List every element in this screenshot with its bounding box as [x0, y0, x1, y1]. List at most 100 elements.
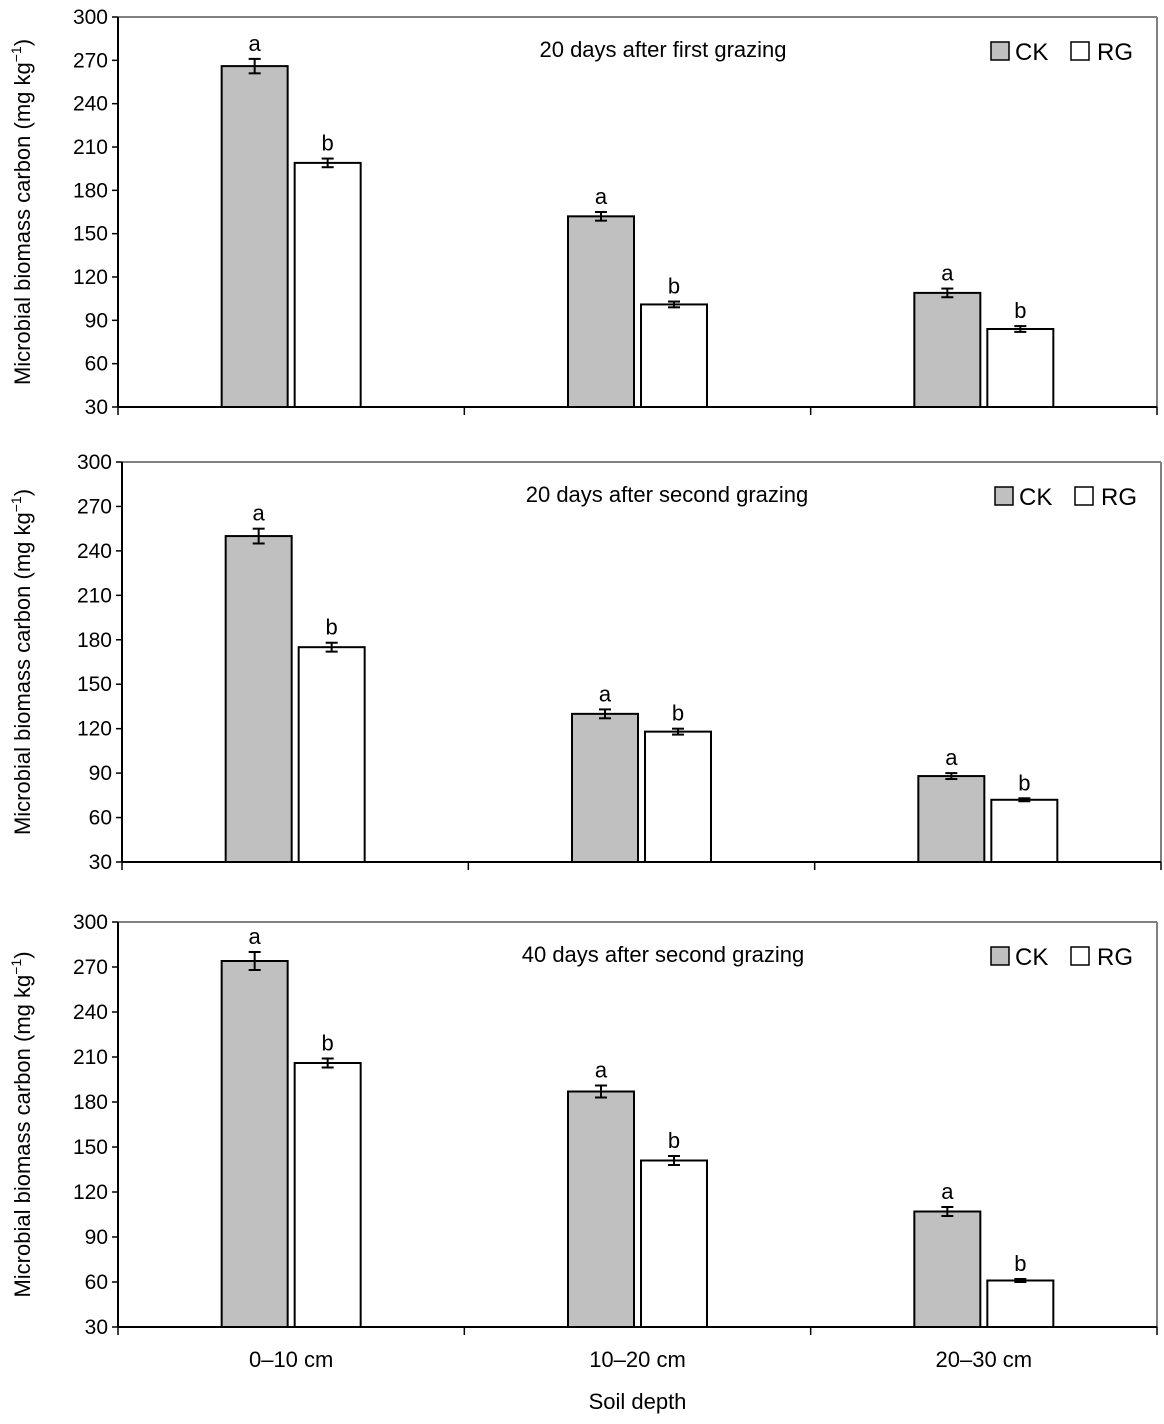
- y-tick-label: 270: [73, 956, 108, 979]
- bar-rg: [990, 798, 1059, 863]
- chart-panel-2: 30 60 90 120 150 180 210 240 270 300 a b a b a b 20 days…: [8, 451, 1162, 874]
- y-tick-label: 60: [85, 1271, 108, 1294]
- y-tick-label: 270: [77, 495, 112, 518]
- y-axis-title-superscript: −1: [8, 496, 24, 512]
- x-category-label: 0–10 cm: [249, 1347, 333, 1372]
- y-tick-label: 240: [73, 93, 108, 116]
- y-tick-label: 300: [73, 6, 108, 29]
- bar-ck: [220, 65, 289, 408]
- significance-label: a: [941, 1179, 954, 1204]
- significance-label: a: [253, 501, 266, 526]
- panel-title: 20 days after second grazing: [526, 482, 809, 507]
- x-axis-title: Soil depth: [589, 1389, 687, 1414]
- y-tick-label: 30: [85, 396, 108, 419]
- bar-rg: [297, 646, 366, 863]
- significance-label: b: [668, 1128, 680, 1153]
- y-tick-label: 150: [73, 223, 108, 246]
- y-tick-label: 180: [77, 629, 112, 652]
- bar-ck: [567, 1090, 635, 1328]
- panel-title: 20 days after first grazing: [539, 37, 786, 62]
- y-tick-label: 120: [73, 266, 108, 289]
- y-tick-label: 90: [85, 1226, 108, 1249]
- y-tick-label: 150: [77, 673, 112, 696]
- y-axis-title-close: ): [10, 39, 35, 46]
- bar-ck: [567, 215, 635, 408]
- panel-title: 40 days after second grazing: [522, 942, 805, 967]
- y-tick-label: 150: [73, 1136, 108, 1159]
- bar-rg: [644, 730, 712, 864]
- significance-label: b: [1014, 298, 1026, 323]
- y-tick-label: 210: [77, 584, 112, 607]
- y-tick-label: 30: [85, 1316, 108, 1339]
- bar-ck: [220, 960, 289, 1328]
- y-axis-title-superscript: −1: [8, 46, 24, 62]
- y-axis-title-main: Microbial biomass carbon (mg kg: [10, 62, 35, 385]
- significance-label: a: [249, 924, 262, 949]
- bar-rg: [986, 1279, 1055, 1328]
- y-tick-label: 60: [89, 807, 112, 830]
- y-tick-label: 90: [85, 309, 108, 332]
- significance-label: a: [595, 1058, 608, 1083]
- significance-label: a: [599, 681, 612, 706]
- legend-swatch-ck: [990, 946, 1010, 966]
- chart-panel-1: 30 60 90 120 150 180 210 240 270 300 a b a b a b 20 days…: [8, 6, 1158, 419]
- y-axis-title: Microbial biomass carbon (mg kg−1): [8, 489, 35, 835]
- legend-swatch-ck: [994, 486, 1014, 506]
- y-tick-label: 240: [77, 540, 112, 563]
- bar-ck: [224, 535, 293, 864]
- y-axis-title-superscript: −1: [8, 959, 24, 975]
- significance-label: b: [326, 615, 338, 640]
- y-tick-label: 60: [85, 353, 108, 376]
- bar-ck: [913, 291, 982, 408]
- y-axis-title: Microbial biomass carbon (mg kg−1): [8, 39, 35, 385]
- significance-label: b: [322, 1031, 334, 1056]
- bar-ck: [913, 1210, 982, 1328]
- y-tick-label: 120: [73, 1181, 108, 1204]
- legend-swatch-rg: [1074, 486, 1094, 506]
- y-axis-title-close: ): [10, 489, 35, 496]
- significance-label: b: [672, 701, 684, 726]
- y-tick-label: 30: [89, 851, 112, 874]
- y-tick-label: 210: [73, 1046, 108, 1069]
- legend-label-rg: RG: [1097, 944, 1133, 971]
- legend-label-ck: CK: [1015, 39, 1048, 66]
- x-category-label: 10–20 cm: [589, 1347, 686, 1372]
- significance-label: b: [1018, 770, 1030, 795]
- y-tick-label: 300: [73, 911, 108, 934]
- chart-panel-3: 30 60 90 120 150 180 210 240 270 300 a b a b a b 0–10 cm…: [8, 911, 1158, 1414]
- significance-label: a: [595, 184, 608, 209]
- legend-label-ck: CK: [1015, 944, 1048, 971]
- y-tick-label: 180: [73, 1091, 108, 1114]
- legend-label-rg: RG: [1101, 484, 1137, 511]
- y-tick-label: 240: [73, 1001, 108, 1024]
- significance-label: b: [1014, 1251, 1026, 1276]
- legend-label-ck: CK: [1019, 484, 1052, 511]
- significance-label: a: [945, 745, 958, 770]
- significance-label: a: [249, 31, 262, 56]
- y-tick-label: 300: [77, 451, 112, 474]
- significance-label: b: [322, 131, 334, 156]
- legend-swatch-rg: [1070, 946, 1090, 966]
- legend-swatch-ck: [990, 41, 1010, 61]
- y-tick-label: 90: [89, 762, 112, 785]
- x-category-label: 20–30 cm: [936, 1347, 1033, 1372]
- y-axis-title-main: Microbial biomass carbon (mg kg: [10, 975, 35, 1298]
- bar-ck: [917, 775, 986, 864]
- significance-label: a: [941, 261, 954, 286]
- y-axis-title-close: ): [10, 951, 35, 958]
- y-tick-label: 210: [73, 136, 108, 159]
- bar-rg: [986, 328, 1055, 408]
- y-tick-label: 120: [77, 718, 112, 741]
- bar-rg: [293, 161, 362, 408]
- legend-label-rg: RG: [1097, 39, 1133, 66]
- bar-rg: [640, 1159, 708, 1328]
- significance-label: b: [668, 274, 680, 299]
- y-tick-label: 180: [73, 179, 108, 202]
- bar-rg: [293, 1062, 362, 1328]
- bar-ck: [571, 712, 639, 864]
- y-tick-label: 270: [73, 49, 108, 72]
- y-axis-title-main: Microbial biomass carbon (mg kg: [10, 512, 35, 835]
- y-axis-title: Microbial biomass carbon (mg kg−1): [8, 951, 35, 1297]
